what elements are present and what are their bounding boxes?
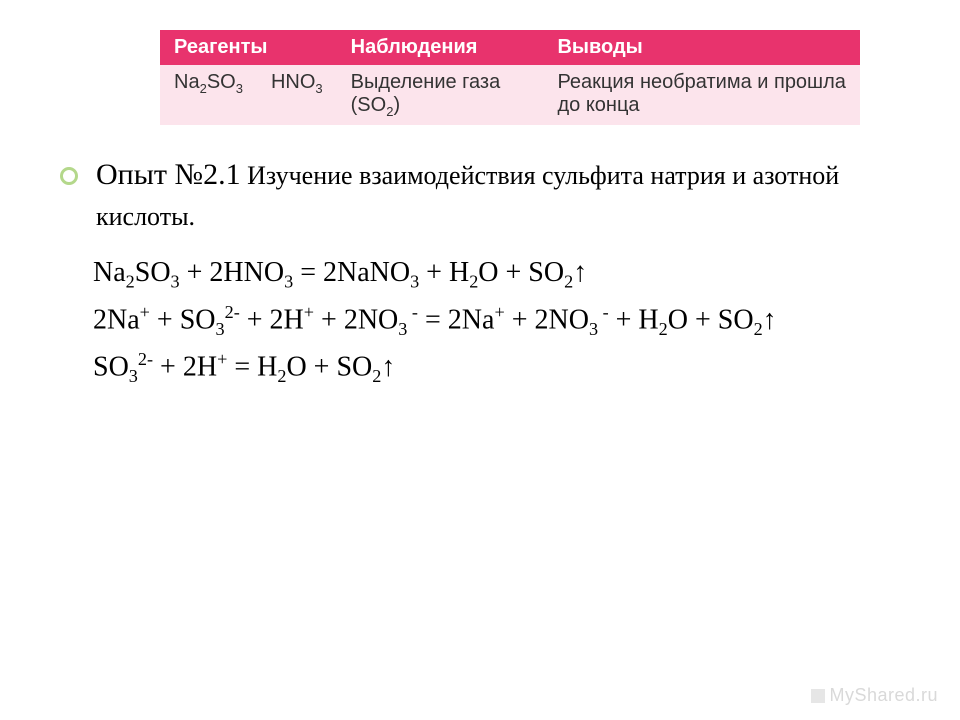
- heading-prefix: Опыт №2.1: [96, 158, 241, 191]
- watermark-text: MyShared.ru: [829, 685, 938, 706]
- col-reagents: Реагенты: [160, 30, 337, 65]
- equations-block: Na2SO3 + 2HNO3 = 2NaNO3 + H2O + SO2↑ 2Na…: [93, 250, 910, 391]
- slide: Реагенты Наблюдения Выводы Na2SO3 HNO3 В…: [0, 0, 960, 720]
- bullet-heading-line: Опыт №2.1 Изучение взаимодействия сульфи…: [60, 155, 910, 236]
- equation-3: SO32- + 2H+ = H2O + SO2↑: [93, 344, 910, 391]
- col-observations: Наблюдения: [337, 30, 544, 65]
- cell-observation: Выделение газа (SO2): [337, 65, 544, 125]
- reagents-table: Реагенты Наблюдения Выводы Na2SO3 HNO3 В…: [160, 30, 860, 125]
- equation-1: Na2SO3 + 2HNO3 = 2NaNO3 + H2O + SO2↑: [93, 250, 910, 297]
- content-block: Опыт №2.1 Изучение взаимодействия сульфи…: [50, 155, 910, 391]
- table-row: Na2SO3 HNO3 Выделение газа (SO2) Реакция…: [160, 65, 860, 125]
- table-header-row: Реагенты Наблюдения Выводы: [160, 30, 860, 65]
- cell-conclusion: Реакция необратима и прошла до конца: [543, 65, 860, 125]
- cell-reagent-1: Na2SO3: [160, 65, 257, 125]
- watermark: MyShared.ru: [811, 685, 938, 706]
- cell-reagent-2: HNO3: [257, 65, 337, 125]
- bullet-icon: [60, 167, 78, 185]
- experiment-heading: Опыт №2.1 Изучение взаимодействия сульфи…: [96, 155, 910, 236]
- watermark-icon: [811, 689, 825, 703]
- col-conclusions: Выводы: [543, 30, 860, 65]
- equation-2: 2Na+ + SO32- + 2H+ + 2NO3 - = 2Na+ + 2NO…: [93, 297, 910, 344]
